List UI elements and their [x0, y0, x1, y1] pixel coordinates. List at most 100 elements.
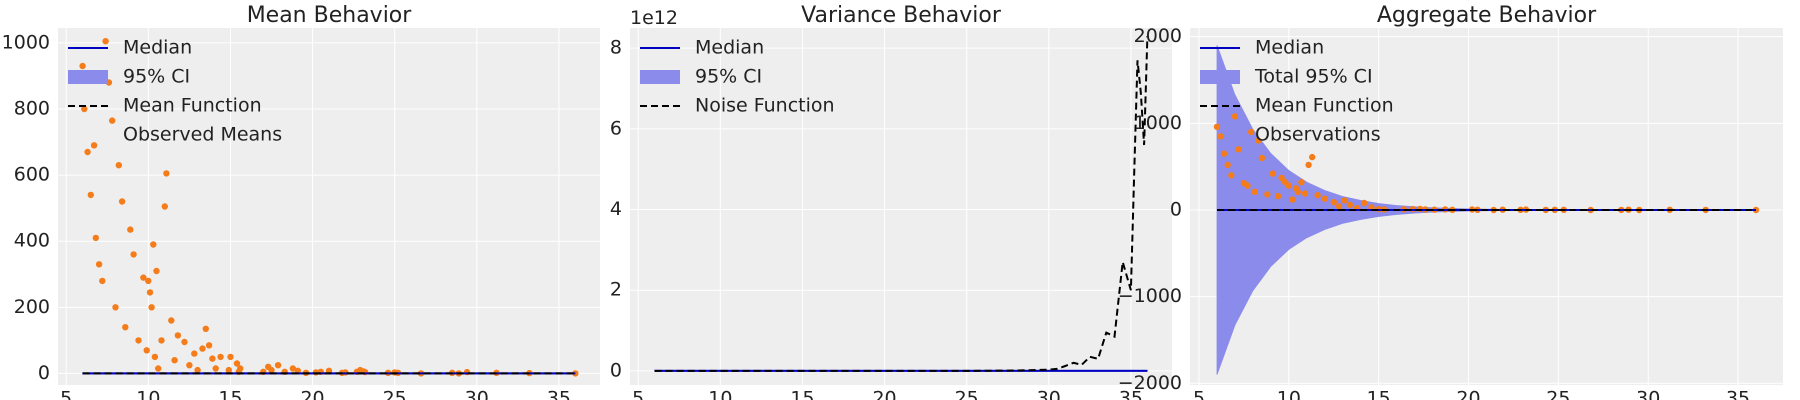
data-point: [294, 367, 301, 374]
data-point: [1285, 182, 1293, 189]
data-point: [79, 62, 86, 70]
data-point: [225, 366, 232, 374]
chart-title: Variance Behavior: [801, 3, 1002, 28]
y-tick-label: 0: [1170, 198, 1182, 220]
data-point: [1258, 154, 1266, 162]
panel-0: 5 10 15 20 25 30 35 0 200 400 600 800 1000 Mean Behav…: [2, 3, 600, 400]
data-point: [90, 142, 98, 149]
panel-2: 5 10 15 20 25 30 35−2000−1000010002000Aggregat…: [1118, 3, 1783, 400]
data-point: [1416, 205, 1424, 213]
x-tick-label: 25: [1546, 388, 1570, 400]
x-tick-label: 10: [708, 388, 732, 400]
data-point: [145, 277, 152, 285]
x-tick-label: 5: [60, 388, 72, 400]
data-point: [127, 226, 134, 233]
data-point: [1321, 195, 1329, 202]
data-point: [1278, 174, 1285, 182]
y-tick-label: 400: [14, 230, 50, 252]
data-point: [1289, 196, 1296, 203]
data-point: [205, 342, 213, 349]
x-tick-label: 35: [1119, 388, 1143, 400]
data-point: [140, 274, 147, 281]
data-point: [135, 337, 142, 344]
x-tick-label: 20: [872, 388, 896, 400]
data-point: [1247, 128, 1255, 136]
data-point: [130, 251, 137, 258]
data-point: [118, 198, 126, 205]
x-tick-label: 5: [1193, 388, 1205, 400]
data-point: [87, 191, 95, 199]
data-point: [194, 366, 201, 374]
data-point: [95, 261, 103, 268]
y-tick-label: 800: [14, 97, 50, 119]
data-point: [1314, 192, 1321, 199]
data-point: [227, 353, 234, 361]
y-tick-label: 0: [38, 362, 50, 384]
data-point: [1228, 172, 1235, 179]
data-point: [1298, 179, 1305, 186]
data-point: [92, 234, 100, 242]
data-point: [122, 324, 129, 331]
data-point: [81, 105, 88, 113]
x-tick-label: 25: [955, 388, 979, 400]
legend-label: Median: [1255, 37, 1324, 59]
data-point: [1224, 161, 1231, 169]
data-point: [1346, 201, 1354, 208]
data-point: [1330, 199, 1338, 206]
y-tick-label: 6: [610, 117, 622, 139]
legend-label: Median: [695, 37, 764, 59]
legend: Median Total 95% CI Mean Function Observati…: [1200, 37, 1394, 146]
legend: Median 95% CI Mean Function Observed Means: [68, 37, 282, 146]
axis-offset-label: 1e12: [630, 7, 678, 29]
y-tick-label: 8: [610, 37, 622, 59]
data-point: [1294, 188, 1302, 195]
x-tick-label: 35: [1726, 388, 1750, 400]
data-point: [181, 338, 188, 346]
y-tick-label: 1000: [1134, 112, 1182, 134]
y-tick-label: 4: [610, 198, 622, 220]
x-tick-label: 20: [300, 388, 324, 400]
x-tick-label: 15: [1367, 388, 1391, 400]
data-point: [115, 162, 123, 169]
data-point: [102, 38, 109, 45]
data-point: [274, 362, 282, 369]
x-tick-label: 10: [136, 388, 160, 400]
x-tick-label: 20: [1456, 388, 1480, 400]
data-point: [202, 325, 209, 332]
data-point: [1251, 188, 1258, 195]
x-tick-label: 15: [790, 388, 814, 400]
data-point: [289, 365, 297, 372]
data-point: [146, 289, 154, 296]
legend-label: 95% CI: [695, 66, 762, 88]
data-point: [109, 117, 116, 124]
y-tick-label: 2000: [1134, 25, 1182, 47]
data-point: [168, 317, 175, 324]
data-point: [268, 366, 275, 374]
legend-label: Median: [123, 37, 192, 59]
data-point: [161, 203, 168, 210]
legend-patch-swatch: [640, 70, 680, 84]
chart-title: Mean Behavior: [247, 3, 413, 28]
legend-label: Mean Function: [1255, 95, 1394, 117]
x-tick-label: 30: [1636, 388, 1660, 400]
data-point: [163, 170, 170, 177]
data-point: [1305, 161, 1312, 169]
data-point: [325, 367, 333, 374]
data-point: [151, 353, 159, 361]
data-point: [150, 241, 157, 248]
data-point: [233, 360, 241, 367]
x-tick-label: 15: [218, 388, 242, 400]
data-point: [158, 337, 165, 344]
y-tick-label: 600: [14, 164, 50, 186]
data-point: [155, 365, 162, 372]
data-point: [1301, 190, 1309, 197]
data-point: [148, 304, 155, 311]
data-point: [99, 277, 106, 285]
x-tick-label: 30: [1037, 388, 1061, 400]
data-point: [143, 347, 150, 354]
data-point: [1217, 133, 1224, 140]
data-point: [1335, 203, 1343, 210]
data-point: [1341, 197, 1348, 204]
data-point: [217, 353, 224, 361]
